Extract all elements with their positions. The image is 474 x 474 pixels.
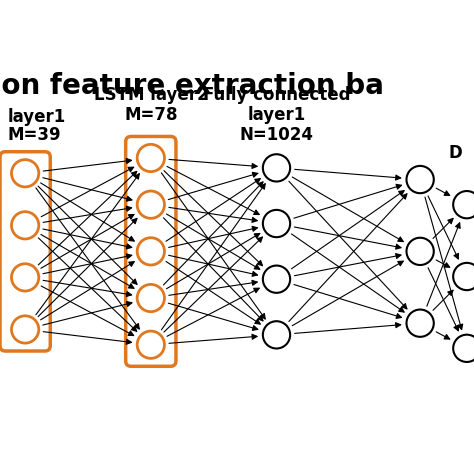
Circle shape — [407, 238, 434, 265]
Circle shape — [453, 191, 474, 219]
Circle shape — [11, 264, 39, 291]
Circle shape — [263, 265, 290, 293]
Circle shape — [263, 321, 290, 348]
Circle shape — [263, 210, 290, 237]
Text: M=78: M=78 — [124, 106, 178, 124]
Circle shape — [137, 284, 164, 312]
Circle shape — [137, 238, 164, 265]
Text: layer1: layer1 — [7, 108, 65, 126]
Text: D: D — [449, 144, 463, 162]
Circle shape — [453, 263, 474, 290]
Circle shape — [453, 335, 474, 362]
Circle shape — [11, 316, 39, 343]
Text: ormation feature extraction ba: ormation feature extraction ba — [0, 72, 384, 100]
Circle shape — [11, 212, 39, 239]
Text: M=39: M=39 — [7, 126, 61, 144]
Text: layer1: layer1 — [247, 106, 306, 124]
Circle shape — [137, 331, 164, 358]
Circle shape — [11, 160, 39, 187]
Circle shape — [263, 154, 290, 182]
Text: LSTM layer2: LSTM layer2 — [93, 86, 208, 104]
Text: Fully connected: Fully connected — [203, 86, 350, 104]
Circle shape — [407, 166, 434, 193]
Circle shape — [137, 145, 164, 172]
Circle shape — [137, 191, 164, 219]
Text: N=1024: N=1024 — [239, 126, 313, 144]
Circle shape — [407, 310, 434, 337]
